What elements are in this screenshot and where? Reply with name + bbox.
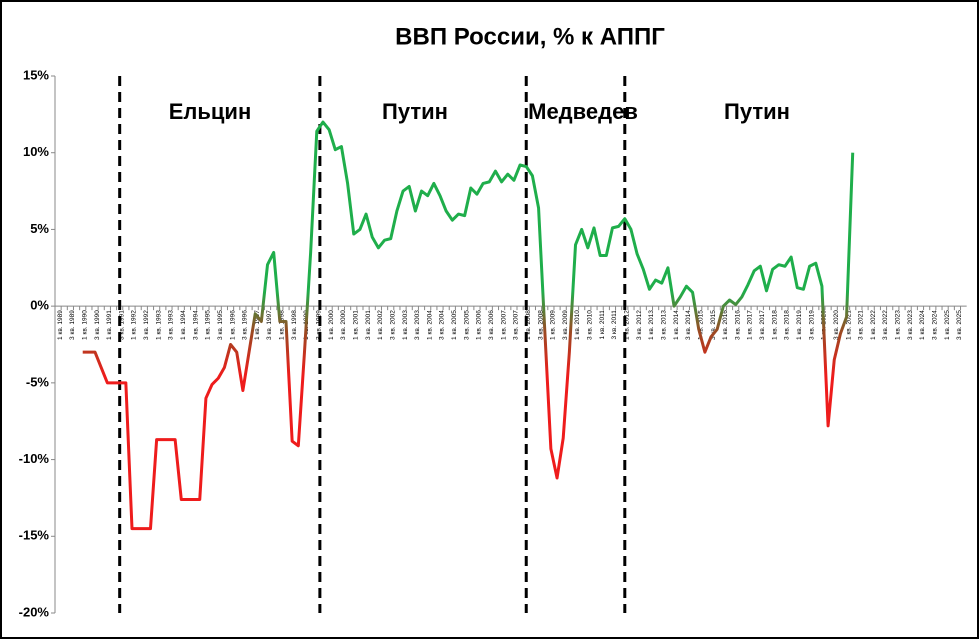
x-tick-label: 3 кв. 2022 — [882, 310, 889, 340]
annotation: Ельцин — [169, 99, 252, 124]
x-tick-label: 3 кв. 2013 — [660, 310, 667, 340]
x-tick-label: 3 кв. 2019 — [808, 310, 815, 340]
x-tick-label: 1 кв. 2012 — [624, 310, 631, 340]
y-tick-label: 0% — [30, 298, 49, 313]
x-tick-label: 1 кв. 1991 — [106, 310, 113, 340]
x-tick-label: 1 кв. 1997 — [254, 310, 261, 340]
x-tick-label: 1 кв. 2010 — [574, 310, 581, 340]
x-tick-label: 1 кв. 2007 — [500, 310, 507, 340]
x-tick-label: 1 кв. 1993 — [155, 310, 162, 340]
y-tick-label: -15% — [19, 528, 50, 543]
x-tick-label: 1 кв. 2023 — [895, 310, 902, 340]
x-tick-label: 3 кв. 2004 — [439, 310, 446, 340]
x-tick-label: 3 кв. 2021 — [858, 310, 865, 340]
x-tick-label: 3 кв. 2023 — [907, 310, 914, 340]
x-tick-label: 1 кв. 2022 — [870, 310, 877, 340]
chart-title: ВВП России, % к АППГ — [395, 23, 665, 50]
x-tick-label: 3 кв. 2020 — [833, 310, 840, 340]
x-tick-label: 1 кв. 2025 — [944, 310, 951, 340]
x-tick-label: 3 кв. 2014 — [685, 310, 692, 340]
x-tick-label: 3 кв. 2003 — [414, 310, 421, 340]
x-tick-label: 3 кв. 2011 — [611, 310, 618, 340]
x-tick-label: 3 кв. 2012 — [636, 310, 643, 340]
x-tick-label: 1 кв. 2011 — [599, 310, 606, 340]
y-tick-label: 5% — [30, 221, 49, 236]
x-tick-label: 1 кв. 2015 — [697, 310, 704, 340]
x-tick-label: 3 кв. 2002 — [389, 310, 396, 340]
x-tick-label: 1 кв. 1996 — [229, 310, 236, 340]
x-tick-label: 3 кв. 2015 — [710, 310, 717, 340]
x-tick-label: 3 кв. 1992 — [143, 310, 150, 340]
x-tick-label: 1 кв. 2006 — [476, 310, 483, 340]
x-tick-label: 3 кв. 1995 — [217, 310, 224, 340]
x-tick-label: 3 кв. 2005 — [463, 310, 470, 340]
y-tick-label: 15% — [23, 67, 49, 82]
x-tick-label: 3 кв. 2000 — [340, 310, 347, 340]
x-tick-label: 3 кв. 2017 — [759, 310, 766, 340]
x-tick-label: 1 кв. 2016 — [722, 310, 729, 340]
y-tick-label: -20% — [19, 604, 50, 619]
x-tick-label: 1 кв. 1995 — [205, 310, 212, 340]
x-tick-label: 1 кв. 2018 — [771, 310, 778, 340]
x-tick-label: 1 кв. 2013 — [648, 310, 655, 340]
x-tick-label: 1 кв. 2008 — [525, 310, 532, 340]
x-tick-label: 1 кв. 2005 — [451, 310, 458, 340]
x-tick-label: 3 кв. 2025 — [956, 310, 963, 340]
x-tick-label: 1 кв. 2014 — [673, 310, 680, 340]
y-tick-label: -10% — [19, 451, 50, 466]
x-tick-label: 3 кв. 2006 — [488, 310, 495, 340]
x-tick-label: 1 кв. 1992 — [131, 310, 138, 340]
x-tick-label: 3 кв. 1996 — [242, 310, 249, 340]
x-tick-label: 3 кв. 1998 — [291, 310, 298, 340]
x-tick-label: 1 кв. 2024 — [919, 310, 926, 340]
y-tick-label: 10% — [23, 144, 49, 159]
x-tick-label: 1 кв. 2002 — [377, 310, 384, 340]
x-tick-label: 1 кв. 2000 — [328, 310, 335, 340]
x-tick-label: 1 кв. 2003 — [402, 310, 409, 340]
annotation: Путин — [724, 99, 790, 124]
x-tick-label: 3 кв. 2008 — [537, 310, 544, 340]
annotation: Путин — [382, 99, 448, 124]
x-tick-label: 1 кв. 1998 — [279, 310, 286, 340]
x-tick-label: 1 кв. 1989 — [57, 310, 64, 340]
x-tick-label: 1 кв. 1994 — [180, 310, 187, 340]
x-tick-label: 3 кв. 1994 — [192, 310, 199, 340]
x-tick-label: 1 кв. 2021 — [845, 310, 852, 340]
x-tick-label: 3 кв. 2018 — [784, 310, 791, 340]
x-tick-label: 3 кв. 2016 — [734, 310, 741, 340]
y-tick-label: -5% — [26, 374, 50, 389]
x-tick-label: 1 кв. 2009 — [550, 310, 557, 340]
x-tick-label: 1 кв. 2019 — [796, 310, 803, 340]
x-tick-label: 3 кв. 1997 — [266, 310, 273, 340]
x-tick-label: 1 кв. 2004 — [426, 310, 433, 340]
x-tick-label: 1 кв. 2017 — [747, 310, 754, 340]
data-line — [82, 120, 855, 531]
x-tick-label: 1 кв. 1990 — [81, 310, 88, 340]
x-tick-label: 3 кв. 1989 — [69, 310, 76, 340]
annotation: Медведев — [528, 99, 638, 124]
x-tick-label: 3 кв. 2010 — [587, 310, 594, 340]
x-tick-label: 3 кв. 2001 — [365, 310, 372, 340]
x-tick-label: 3 кв. 1990 — [94, 310, 101, 340]
x-tick-label: 3 кв. 2024 — [932, 310, 939, 340]
x-tick-label: 1 кв. 2001 — [352, 310, 359, 340]
x-tick-label: 3 кв. 1991 — [118, 310, 125, 340]
x-tick-label: 3 кв. 1993 — [168, 310, 175, 340]
x-tick-label: 3 кв. 2009 — [562, 310, 569, 340]
x-tick-label: 3 кв. 2007 — [513, 310, 520, 340]
